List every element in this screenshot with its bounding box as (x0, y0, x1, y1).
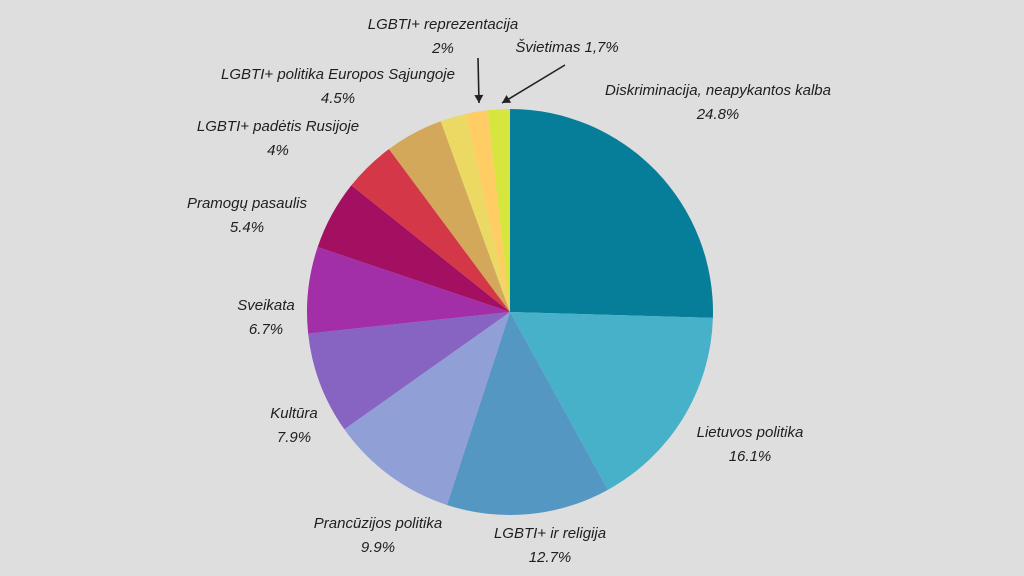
pie-slice-unlabeled-11 (487, 109, 510, 312)
arrow-reprezentacija (474, 57, 484, 104)
slice-name: Sveikata (237, 297, 295, 314)
slice-value: 12.7% (529, 549, 572, 566)
slice-name: LGBTI+ politika Europos Sąjungoje (221, 66, 455, 83)
slice-name: Diskriminacija, neapykantos kalba (605, 82, 831, 99)
pie-slice-lietuvos-politika (510, 312, 713, 490)
pie-slices (307, 109, 713, 515)
slice-label-lgbti-politika-europos-sajungoje: LGBTI+ politika Europos Sąjungoje 4.5% (221, 66, 455, 107)
slice-label-diskriminacija-neapykantos-kalba: Diskriminacija, neapykantos kalba 24.8% (605, 82, 831, 123)
slice-value: 7.9% (277, 429, 311, 446)
slice-value: 5.4% (230, 219, 264, 236)
slice-name: LGBTI+ ir religija (494, 525, 606, 542)
slice-labels: Diskriminacija, neapykantos kalba 24.8% Li… (187, 16, 831, 566)
pie-slice-diskriminacija-neapykantos-kalba (510, 109, 713, 318)
slice-label-prancuzijos-politika: Prancūzijos politika 9.9% (314, 515, 442, 556)
slice-name: Lietuvos politika (697, 424, 804, 441)
pie-slice-lgbti-padetis-rusijoje (351, 149, 510, 312)
pie-slice-svietimas (465, 110, 510, 312)
slice-label-svietimas: Švietimas 1,7% (515, 39, 618, 56)
slice-name: LGBTI+ padėtis Rusijoje (197, 118, 359, 135)
slice-label-sveikata: Sveikata 6.7% (237, 297, 295, 338)
slice-value: 24.8% (696, 106, 740, 123)
pie-slice-pramogu-pasaulis (317, 185, 510, 312)
slice-value: 4% (267, 142, 289, 159)
slice-value: 9.9% (361, 539, 395, 556)
slice-name: Kultūra (270, 405, 318, 422)
slice-label-kultura: Kultūra 7.9% (270, 405, 318, 446)
pie-slice-sveikata (307, 247, 510, 334)
slice-label-lietuvos-politika: Lietuvos politika 16.1% (697, 424, 804, 465)
slice-label-lgbti-padetis-rusijoje: LGBTI+ padėtis Rusijoje 4% (197, 118, 359, 159)
slice-value: 6.7% (249, 321, 283, 338)
slice-name: Pramogų pasaulis (187, 195, 308, 212)
slice-label-pramogu-pasaulis: Pramogų pasaulis 5.4% (187, 195, 308, 236)
pie-slice-prancuzijos-politika (344, 312, 510, 505)
slice-label-lgbti-reprezentacija: LGBTI+ reprezentacija 2% (368, 16, 519, 57)
slice-label-lgbti-ir-religija: LGBTI+ ir religija 12.7% (494, 525, 606, 566)
slice-value: 16.1% (729, 448, 772, 465)
pie-slice-kultura (308, 312, 510, 430)
slice-value: 4.5% (321, 90, 355, 107)
pie-slice-lgbti-ir-religija (446, 312, 608, 515)
callout-arrows (474, 57, 566, 104)
slice-value: 2% (431, 40, 454, 57)
slice-name: Prancūzijos politika (314, 515, 442, 532)
slice-name: LGBTI+ reprezentacija (368, 16, 519, 33)
arrow-svietimas (501, 64, 566, 104)
pie-slice-lgbti-politika-europos-sajungoje (388, 121, 510, 312)
pie-slice-lgbti-reprezentacija (440, 113, 510, 312)
